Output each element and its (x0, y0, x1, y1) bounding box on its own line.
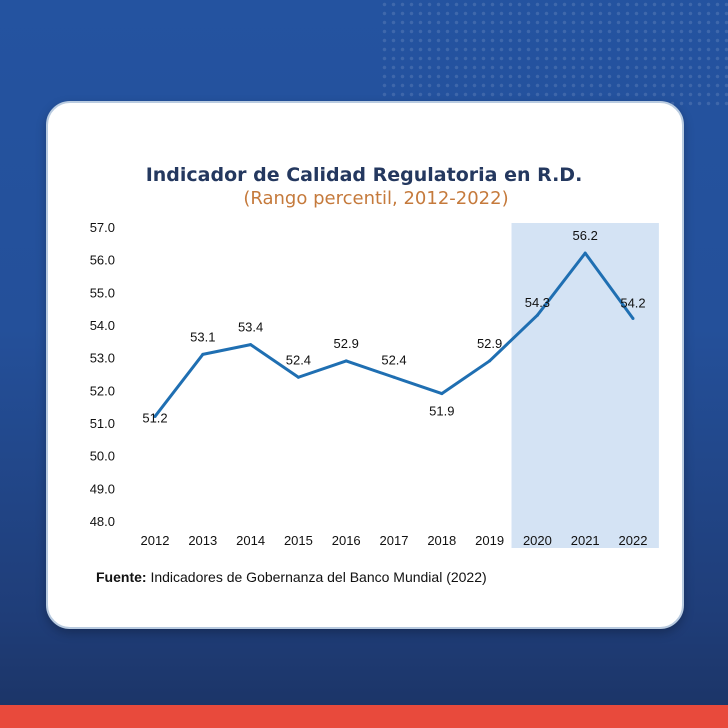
y-tick-label: 57.0 (90, 220, 115, 235)
y-tick-label: 49.0 (90, 481, 115, 496)
chart-title: Indicador de Calidad Regulatoria en R.D. (145, 164, 583, 186)
y-tick-label: 52.0 (90, 383, 115, 398)
y-tick-label: 48.0 (90, 514, 115, 529)
data-point (201, 352, 205, 356)
x-tick-label: 2018 (427, 533, 456, 548)
x-tick-label: 2019 (475, 533, 504, 548)
y-tick-label: 51.0 (90, 416, 115, 431)
data-label: 54.2 (620, 295, 645, 310)
data-point (392, 375, 396, 379)
y-tick-label: 50.0 (90, 449, 115, 464)
x-tick-label: 2015 (284, 533, 313, 548)
highlight-region (511, 223, 659, 548)
data-label: 52.9 (334, 336, 359, 351)
chart-subtitle: (Rango percentil, 2012-2022) (243, 188, 509, 209)
x-tick-label: 2013 (188, 533, 217, 548)
data-label: 51.2 (142, 410, 167, 425)
data-point (631, 316, 635, 320)
y-tick-label: 55.0 (90, 285, 115, 300)
data-label: 52.9 (477, 336, 502, 351)
data-point (296, 375, 300, 379)
y-tick-label: 56.0 (90, 253, 115, 268)
data-point (440, 392, 444, 396)
data-label: 53.4 (238, 320, 263, 335)
data-label: 52.4 (286, 352, 311, 367)
x-tick-label: 2022 (619, 533, 648, 548)
y-tick-label: 53.0 (90, 351, 115, 366)
x-tick-label: 2016 (332, 533, 361, 548)
data-point (249, 343, 253, 347)
footer-bar (0, 705, 728, 728)
data-label: 56.2 (573, 228, 598, 243)
data-point (344, 359, 348, 363)
source-note: Fuente: Indicadores de Gobernanza del Ba… (96, 569, 487, 585)
x-tick-label: 2014 (236, 533, 265, 548)
source-label: Fuente: (96, 569, 147, 585)
data-label: 54.3 (525, 295, 550, 310)
data-point (535, 313, 539, 317)
y-tick-label: 54.0 (90, 318, 115, 333)
x-tick-label: 2012 (141, 533, 170, 548)
data-label: 53.1 (190, 329, 215, 344)
data-point (488, 359, 492, 363)
data-point (153, 414, 157, 418)
x-tick-label: 2017 (380, 533, 409, 548)
data-label: 52.4 (381, 352, 406, 367)
source-text: Indicadores de Gobernanza del Banco Mund… (146, 569, 487, 585)
x-tick-label: 2021 (571, 533, 600, 548)
x-tick-label: 2020 (523, 533, 552, 548)
dot-pattern-decoration (380, 0, 728, 110)
data-label: 51.9 (429, 404, 454, 419)
data-point (583, 251, 587, 255)
